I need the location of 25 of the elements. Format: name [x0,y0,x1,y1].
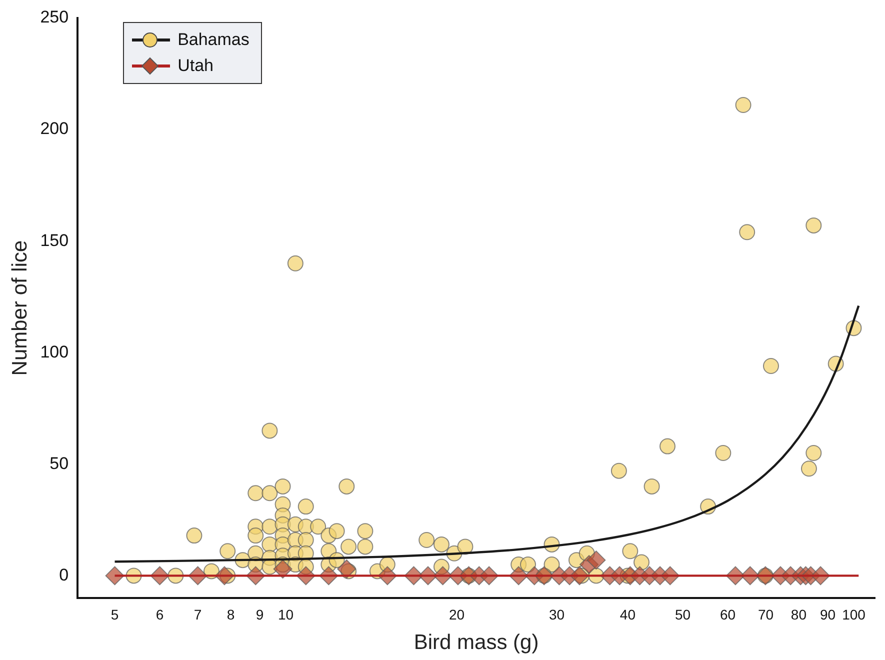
y-tick-label: 50 [50,454,69,473]
y-tick-label: 100 [40,342,69,362]
x-tick-label: 80 [790,606,807,622]
x-tick-label: 60 [720,606,736,622]
x-tick-label: 20 [448,606,465,622]
y-tick-label: 150 [40,230,69,250]
x-tick-label: 40 [620,606,636,622]
x-tick-label: 6 [156,606,164,622]
x-tick-label: 70 [758,606,774,622]
y-tick-label: 250 [40,8,69,27]
x-tick-label: 100 [842,606,866,622]
x-tick-label: 30 [548,606,565,622]
x-axis-title: Bird mass (g) [414,631,539,654]
x-tick-label: 5 [110,606,119,622]
x-tick-label: 10 [278,606,294,622]
x-tick-label: 8 [226,606,235,622]
x-tick-label: 90 [820,606,836,622]
y-tick-label: 0 [59,565,69,584]
y-axis-title: Number of lice [8,240,32,376]
x-tick-label: 9 [256,606,264,622]
legend-label: Bahamas [178,30,250,50]
x-tick-label: 7 [194,606,202,622]
x-tick-label: 50 [674,606,691,622]
y-tick-label: 200 [40,119,69,138]
legend-label: Utah [178,56,214,76]
